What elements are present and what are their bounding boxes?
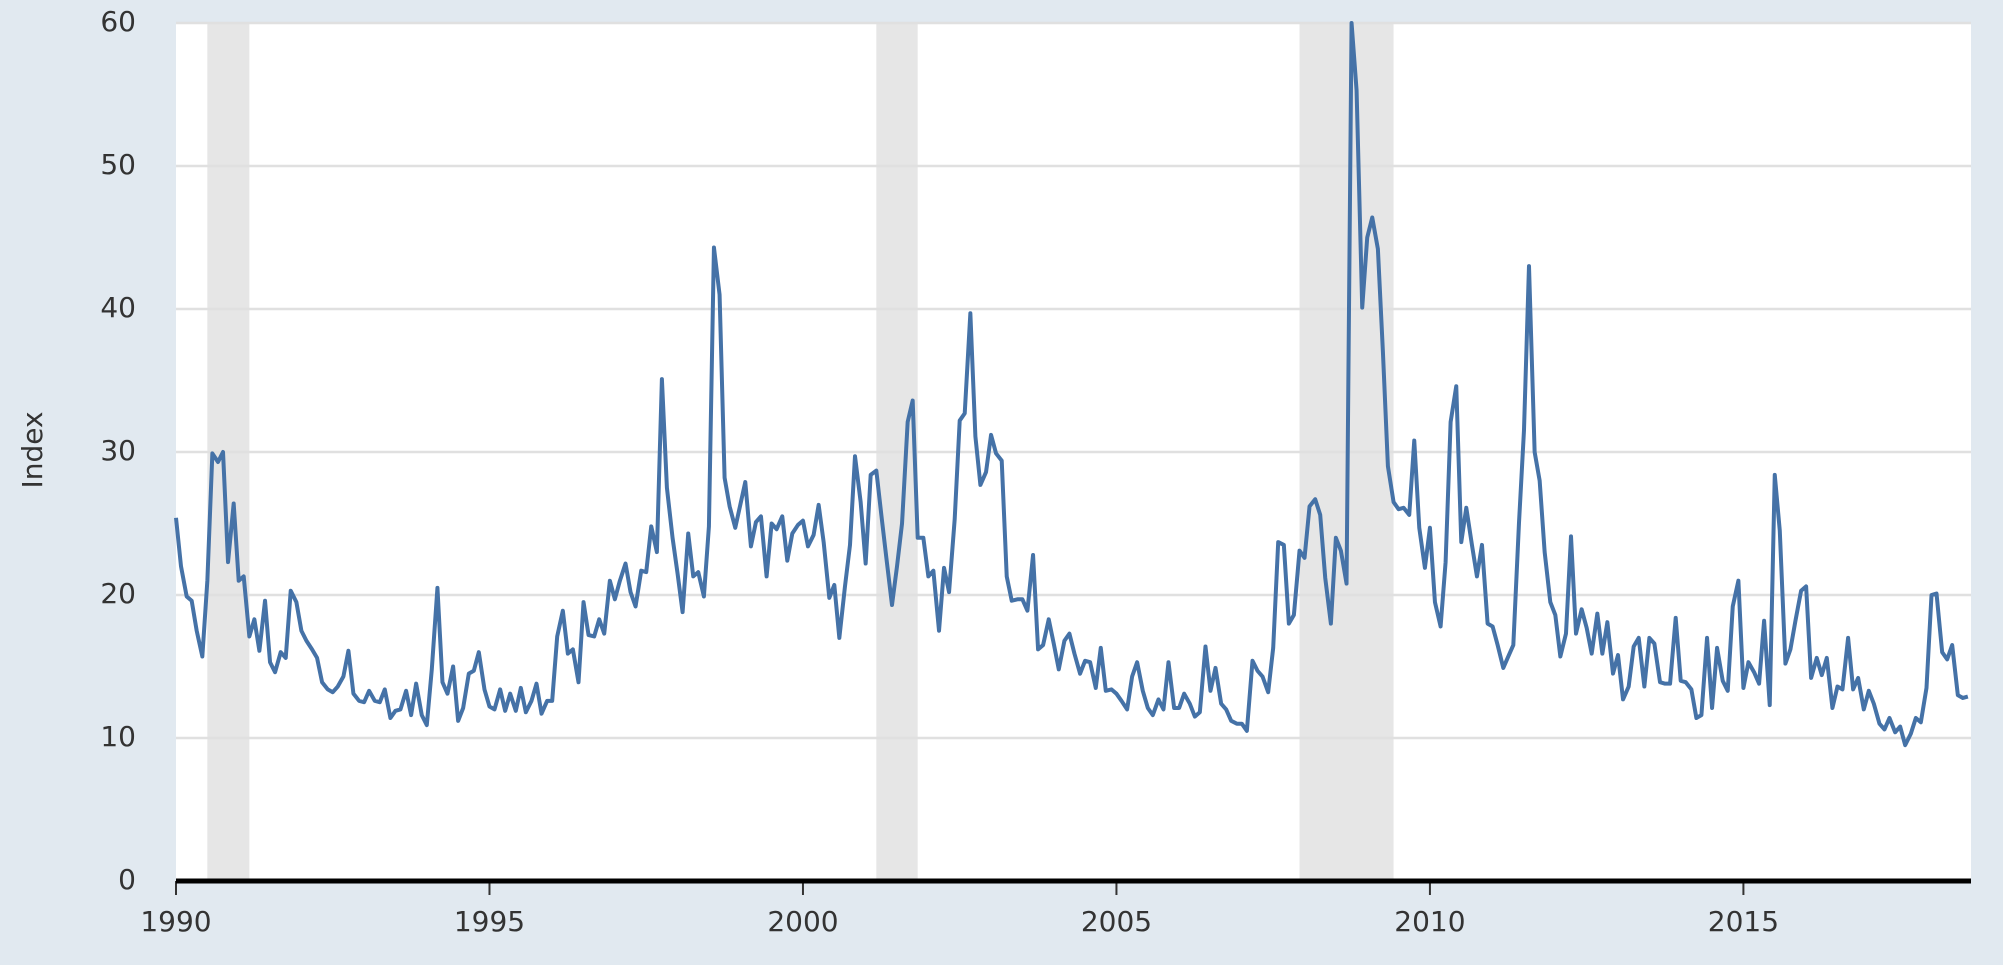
x-tick-label: 1995 (454, 905, 525, 938)
y-axis-label: Index (16, 411, 49, 488)
x-tick-label: 2015 (1708, 905, 1779, 938)
y-tick-label: 20 (100, 577, 136, 610)
y-tick-label: 60 (100, 5, 136, 38)
y-tick-label: 30 (100, 434, 136, 467)
y-tick-label: 50 (100, 148, 136, 181)
data-line (174, 21, 1969, 748)
y-tick-label: 0 (118, 863, 136, 896)
y-tick-label: 10 (100, 720, 136, 753)
x-tick-label: 2010 (1394, 905, 1465, 938)
x-tick-label: 2000 (767, 905, 838, 938)
x-tick-label: 1990 (140, 905, 211, 938)
x-tick-label: 2005 (1081, 905, 1152, 938)
y-tick-label: 40 (100, 291, 136, 324)
